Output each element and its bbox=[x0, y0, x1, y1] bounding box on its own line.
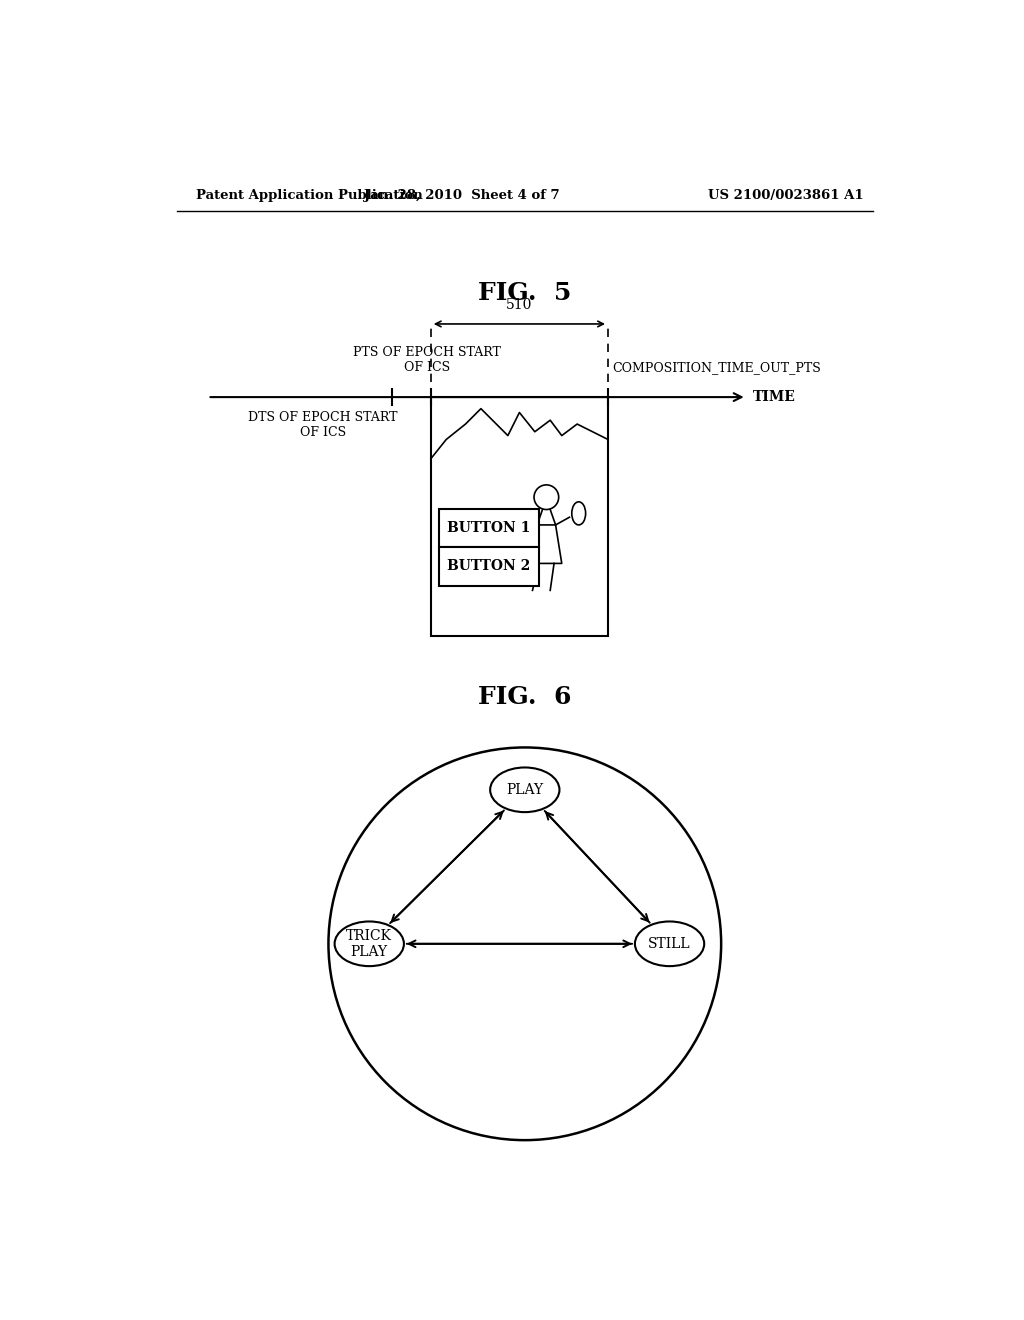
Text: US 2100/0023861 A1: US 2100/0023861 A1 bbox=[708, 189, 863, 202]
Text: COMPOSITION_TIME_OUT_PTS: COMPOSITION_TIME_OUT_PTS bbox=[611, 360, 820, 374]
Text: STILL: STILL bbox=[648, 937, 691, 950]
Text: Patent Application Publication: Patent Application Publication bbox=[196, 189, 423, 202]
Ellipse shape bbox=[490, 767, 559, 812]
Text: DTS OF EPOCH START
OF ICS: DTS OF EPOCH START OF ICS bbox=[248, 411, 397, 440]
Text: ACTIVE: ACTIVE bbox=[495, 779, 555, 793]
Text: FIG.  6: FIG. 6 bbox=[478, 685, 571, 709]
Text: TRICK
PLAY: TRICK PLAY bbox=[346, 929, 392, 958]
Text: BUTTON 2: BUTTON 2 bbox=[447, 560, 530, 573]
Text: Jan. 28, 2010  Sheet 4 of 7: Jan. 28, 2010 Sheet 4 of 7 bbox=[364, 189, 559, 202]
Ellipse shape bbox=[635, 921, 705, 966]
Bar bbox=[431, 397, 608, 636]
Text: TIME: TIME bbox=[753, 391, 796, 404]
Text: PTS OF EPOCH START
OF ICS: PTS OF EPOCH START OF ICS bbox=[353, 346, 501, 374]
Ellipse shape bbox=[335, 921, 403, 966]
Text: BUTTON 1: BUTTON 1 bbox=[446, 521, 530, 535]
Text: PLAY: PLAY bbox=[506, 783, 544, 797]
Bar bbox=[438, 508, 539, 548]
Text: FIG.  5: FIG. 5 bbox=[478, 281, 571, 305]
Text: 510: 510 bbox=[506, 298, 532, 313]
Bar bbox=[438, 548, 539, 586]
